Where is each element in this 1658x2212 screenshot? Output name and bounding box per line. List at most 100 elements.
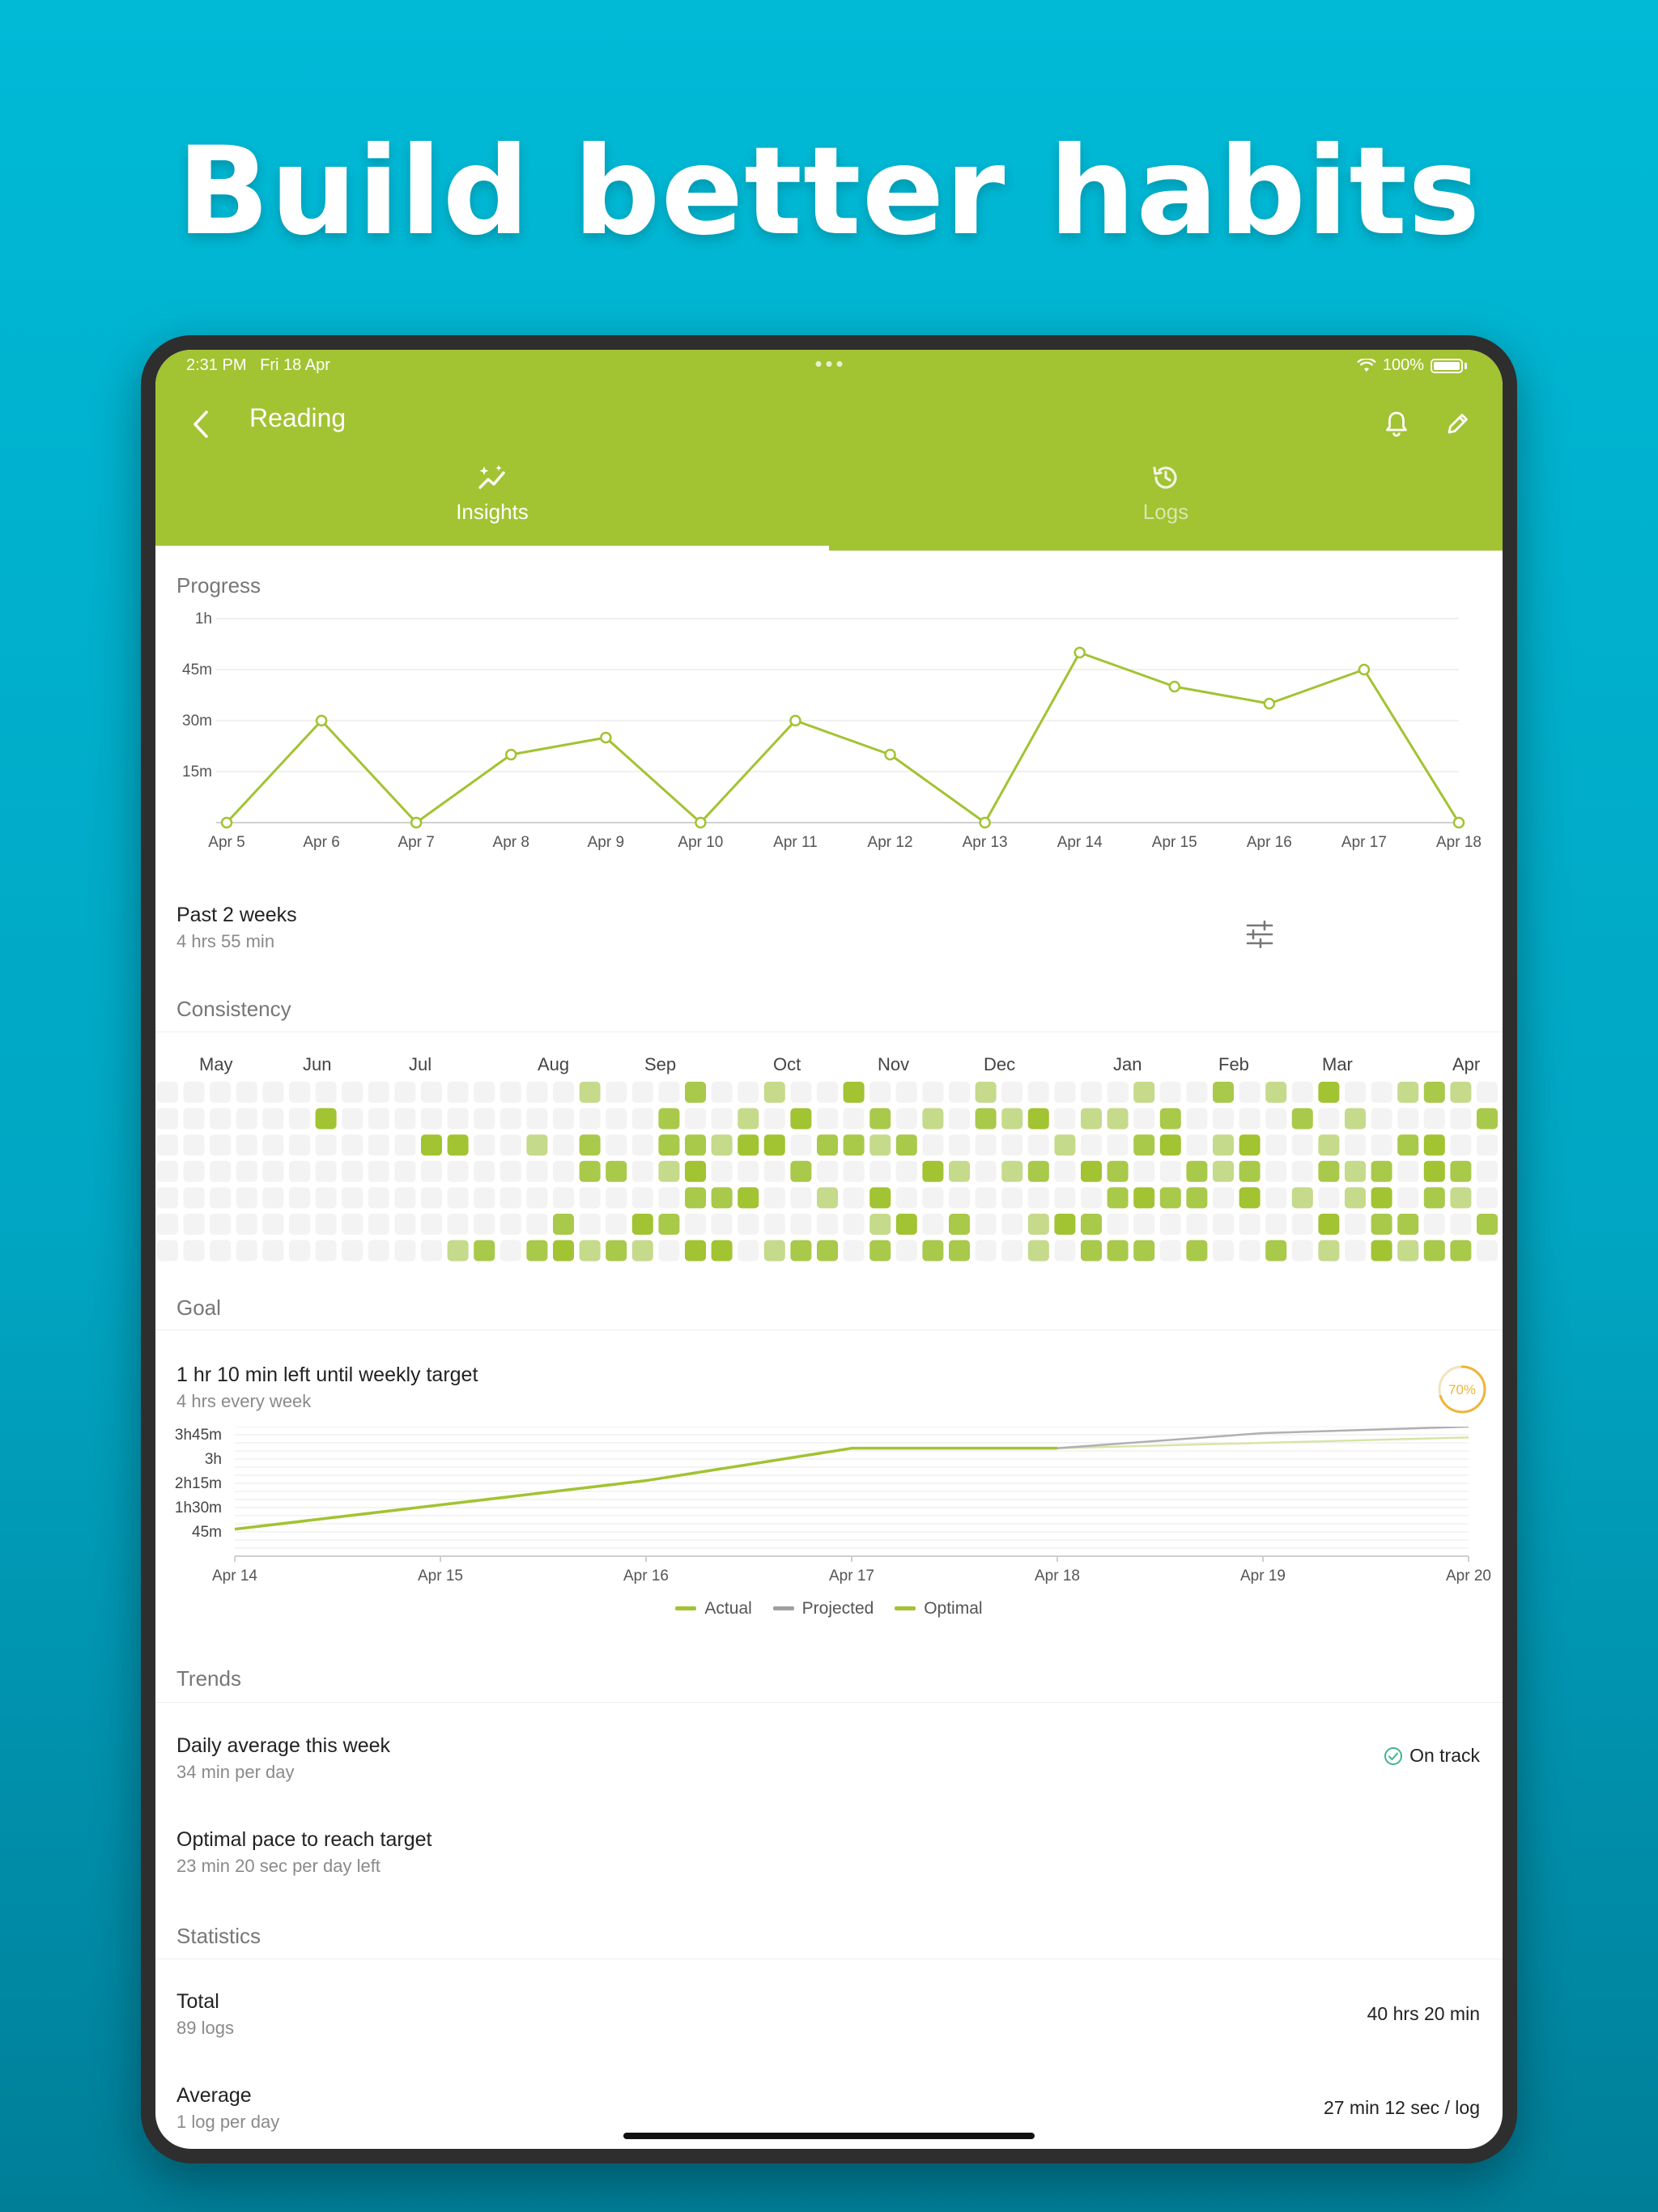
month-label: May xyxy=(199,1054,233,1074)
heatmap-cell xyxy=(631,1160,653,1182)
wifi-icon xyxy=(1356,358,1376,372)
data-point xyxy=(504,748,517,761)
heatmap-cell xyxy=(394,1160,416,1182)
heatmap-cell xyxy=(447,1187,469,1209)
month-label: Feb xyxy=(1218,1054,1249,1074)
heatmap-cell xyxy=(262,1134,284,1156)
heatmap-cell xyxy=(1239,1108,1261,1129)
heatmap-cell xyxy=(711,1160,733,1182)
heatmap-cell xyxy=(1027,1160,1049,1182)
legend-actual-label: Actual xyxy=(704,1598,752,1618)
x-tick-label: Apr 16 xyxy=(623,1568,669,1585)
heatmap-cell xyxy=(394,1082,416,1103)
heatmap-cell xyxy=(236,1240,257,1261)
heatmap-cell xyxy=(975,1160,997,1182)
heatmap-cell xyxy=(975,1187,997,1209)
y-tick-label: 30m xyxy=(182,713,212,730)
multitask-dots-icon[interactable] xyxy=(815,361,843,367)
heatmap-cell xyxy=(1159,1160,1181,1182)
data-point xyxy=(1358,663,1371,676)
heatmap-cell xyxy=(1081,1187,1102,1209)
heatmap-cell xyxy=(500,1214,521,1235)
average-frequency: 1 log per day xyxy=(176,2112,280,2132)
data-point xyxy=(220,816,233,829)
x-tick-label: Apr 5 xyxy=(208,834,244,851)
heatmap-cell xyxy=(658,1108,680,1129)
edit-button[interactable] xyxy=(1438,403,1478,444)
heatmap-cell xyxy=(869,1082,891,1103)
heatmap-cell xyxy=(1054,1187,1076,1209)
heatmap-cell xyxy=(606,1187,627,1209)
tab-insights[interactable]: Insights xyxy=(155,463,829,551)
progress-period-label: Past 2 weeks xyxy=(176,904,297,926)
heatmap-cell xyxy=(210,1187,232,1209)
y-tick-label: 1h xyxy=(195,610,212,627)
x-tick-label: Apr 7 xyxy=(397,834,434,851)
series-actual xyxy=(234,1446,1057,1531)
heatmap-cell xyxy=(763,1214,785,1235)
heatmap-cell xyxy=(975,1214,997,1235)
heatmap-cell xyxy=(1345,1108,1366,1129)
heatmap-cell xyxy=(711,1214,733,1235)
heatmap-cell xyxy=(843,1240,865,1261)
heatmap-cell xyxy=(526,1160,548,1182)
reminder-button[interactable] xyxy=(1376,403,1417,444)
heatmap-cell xyxy=(421,1082,442,1103)
heatmap-cell xyxy=(790,1240,812,1261)
heatmap-cell xyxy=(1291,1160,1313,1182)
x-tick-label: Apr 14 xyxy=(1057,834,1103,851)
heatmap-cell xyxy=(1133,1082,1155,1103)
x-tick-label: Apr 14 xyxy=(212,1568,257,1585)
heatmap-cell xyxy=(1239,1187,1261,1209)
heatmap-cell xyxy=(1027,1214,1049,1235)
heatmap-cell xyxy=(763,1160,785,1182)
heatmap-cell xyxy=(1186,1160,1208,1182)
heatmap-cell xyxy=(1054,1240,1076,1261)
filter-button[interactable] xyxy=(1235,910,1284,959)
heatmap-cell xyxy=(1001,1108,1023,1129)
heatmap-cell xyxy=(289,1187,310,1209)
heatmap-cell xyxy=(289,1240,310,1261)
tab-logs[interactable]: Logs xyxy=(829,463,1503,551)
x-tick-label: Apr 18 xyxy=(1436,834,1482,851)
heatmap-cell xyxy=(1345,1134,1366,1156)
page-title: Reading xyxy=(249,403,346,432)
headline: Build better habits xyxy=(176,121,1482,262)
heatmap-cell xyxy=(342,1108,363,1129)
heatmap-cell xyxy=(1265,1187,1287,1209)
heatmap-cell xyxy=(1450,1082,1472,1103)
heatmap-cell xyxy=(157,1108,178,1129)
heatmap-cell xyxy=(631,1108,653,1129)
heatmap-cell xyxy=(606,1160,627,1182)
heatmap-cell xyxy=(975,1134,997,1156)
chevron-left-icon xyxy=(193,410,208,438)
history-icon xyxy=(1153,466,1177,489)
goal-legend: Actual Projected Optimal xyxy=(155,1596,1503,1619)
heatmap-cell xyxy=(685,1214,706,1235)
heatmap-cell xyxy=(869,1134,891,1156)
heatmap-cell xyxy=(1239,1160,1261,1182)
y-tick-label: 2h15m xyxy=(175,1475,222,1492)
back-button[interactable] xyxy=(178,402,223,447)
heatmap-cell xyxy=(500,1082,521,1103)
heatmap-cell xyxy=(157,1082,178,1103)
heatmap-cell xyxy=(1186,1187,1208,1209)
heatmap-cell xyxy=(606,1214,627,1235)
heatmap-cell xyxy=(1081,1160,1102,1182)
heatmap-cell xyxy=(1397,1134,1419,1156)
x-tick-label: Apr 16 xyxy=(1247,834,1292,851)
heatmap-cell xyxy=(949,1134,970,1156)
heatmap-cell xyxy=(763,1240,785,1261)
heatmap-cell xyxy=(262,1240,284,1261)
heatmap-cell xyxy=(1371,1240,1392,1261)
heatmap-cell xyxy=(157,1187,178,1209)
heatmap-cell xyxy=(262,1214,284,1235)
home-indicator[interactable] xyxy=(623,2133,1035,2139)
heatmap-cell xyxy=(210,1240,232,1261)
heatmap-cell xyxy=(685,1187,706,1209)
heatmap-cell xyxy=(763,1187,785,1209)
goal-chart: 45m 1h30m 2h15m 3h 3h45m Apr 14 Apr 15 Apr 16 Ap… xyxy=(175,1427,1491,1585)
heatmap-cell xyxy=(949,1240,970,1261)
heatmap-cell xyxy=(289,1108,310,1129)
heatmap-cell xyxy=(236,1134,257,1156)
